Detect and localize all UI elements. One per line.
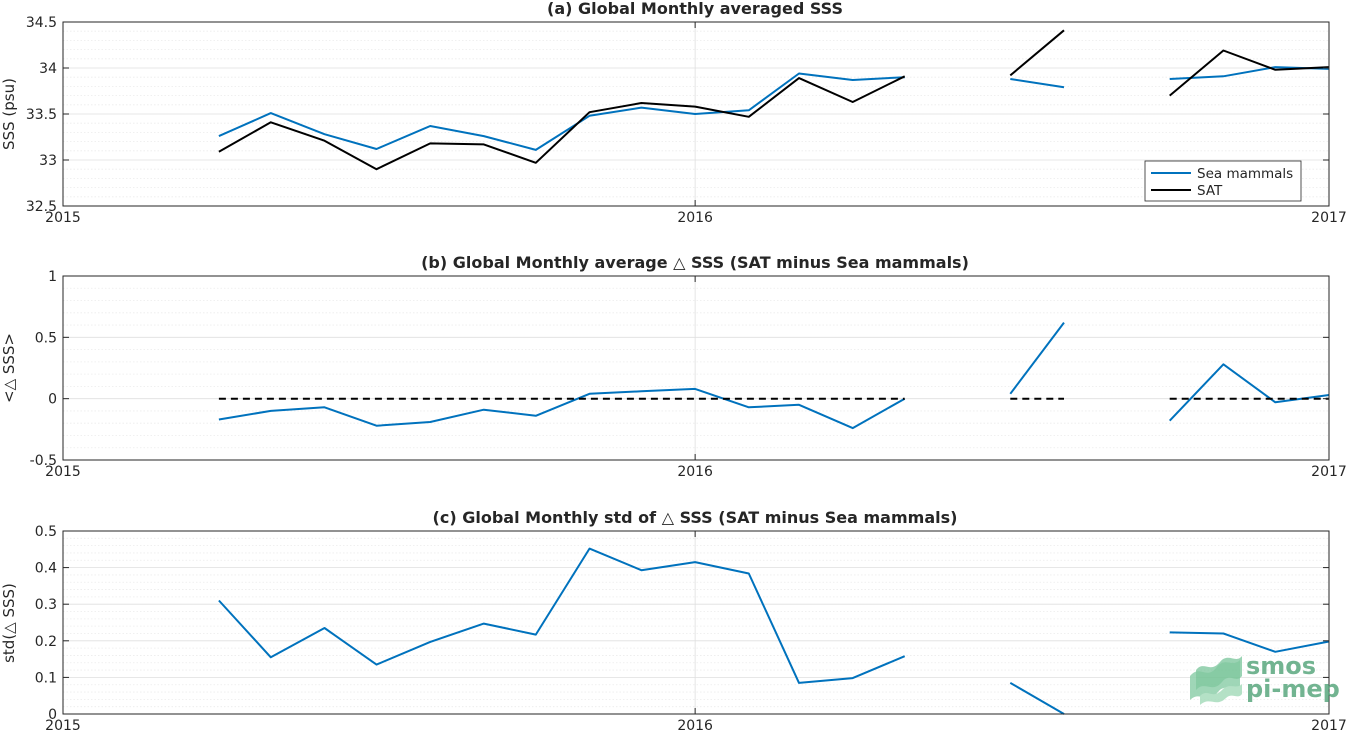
panel-a-title: (a) Global Monthly averaged SSS	[547, 0, 843, 18]
panel-a-ytick-label: 34.5	[26, 15, 57, 31]
legend-label-sea-mammals: Sea mammals	[1197, 166, 1293, 182]
panel-a-xtick-label: 2017	[1311, 210, 1347, 226]
panel-c-ylabel: std(△ SSS)	[0, 583, 18, 663]
panel-a-series-sea-mammals-line	[218, 72, 905, 151]
panel-c-title: (c) Global Monthly std of △ SSS (SAT min…	[433, 508, 958, 527]
panel-b-ytick-label: 0	[48, 392, 57, 408]
panel-c-ytick-label: 0.1	[35, 670, 57, 686]
logo-text-smos: smos	[1246, 652, 1316, 680]
panel-c: (c) Global Monthly std of △ SSS (SAT min…	[0, 508, 1347, 734]
panel-a-plot-area: 32.5 33 33.5 34 34.5 2015 2016 2017	[26, 15, 1347, 226]
panel-a-series-sat-line	[218, 75, 906, 171]
panel-a-ylabel: SSS (psu)	[0, 78, 18, 150]
panel-c-ytick-label: 0	[48, 707, 57, 723]
logo-text-pi-mep: pi-mep	[1246, 675, 1340, 703]
panel-a-ytick-label: 32.5	[26, 199, 57, 215]
panel-c-axes-box	[62, 530, 1330, 715]
panel-a: (a) Global Monthly averaged SSS SSS (psu…	[0, 0, 1347, 226]
panel-b: (b) Global Monthly average △ SSS (SAT mi…	[0, 253, 1347, 480]
panel-c-ytick-label: 0.4	[35, 561, 57, 577]
panel-c-ytick-label: 0.2	[35, 634, 57, 650]
panel-a-xtick-label: 2016	[677, 210, 713, 226]
smos-pi-mep-logo: smos pi-mep	[1190, 652, 1340, 705]
legend-label-sat: SAT	[1197, 183, 1223, 199]
panel-c-series-delta-sss-line	[218, 547, 906, 684]
panel-b-xtick-label: 2016	[677, 464, 713, 480]
panel-b-ytick-label: 1	[48, 269, 57, 285]
panel-b-series-delta-sss-line	[1009, 321, 1065, 395]
panel-c-plot-area: 0 0.1 0.2 0.3 0.4 0.5 2015 2016 2017	[35, 524, 1347, 734]
legend-box	[1144, 160, 1302, 202]
panel-c-xtick-label: 2016	[677, 718, 713, 734]
panel-b-axes-box	[62, 275, 1330, 461]
panel-c-xtick-label: 2015	[45, 718, 81, 734]
panel-b-series-delta-sss-line	[218, 387, 906, 430]
legend: Sea mammals SAT	[1144, 160, 1302, 202]
panel-b-series-delta-sss-line	[1168, 363, 1330, 422]
panel-a-series-sat-line	[1009, 29, 1065, 77]
panel-c-xtick-label: 2017	[1311, 718, 1347, 734]
panel-a-xtick-label: 2015	[45, 210, 81, 226]
panel-b-ylabel: <△ SSS>	[0, 333, 18, 403]
wave-logo-icon	[1190, 656, 1242, 705]
panel-a-ytick-label: 34	[39, 61, 57, 77]
panel-c-series-delta-sss-line	[1169, 631, 1330, 653]
panel-b-xtick-label: 2017	[1311, 464, 1347, 480]
panel-c-series-delta-sss-line	[1009, 682, 1065, 715]
panel-a-series-sea-mammals-line	[1010, 78, 1065, 89]
panel-b-xtick-label: 2015	[45, 464, 81, 480]
panel-b-title: (b) Global Monthly average △ SSS (SAT mi…	[421, 253, 969, 272]
panel-b-ytick-label: 0.5	[35, 330, 57, 346]
panel-b-plot-area: -0.5 0 0.5 1 2015 2016 2017	[30, 269, 1347, 480]
panel-c-ytick-label: 0.5	[35, 524, 57, 540]
panel-c-ytick-label: 0.3	[35, 597, 57, 613]
panel-a-ytick-label: 33.5	[26, 107, 57, 123]
panel-a-ytick-label: 33	[39, 153, 57, 169]
panel-a-series-sat-line	[1169, 49, 1330, 97]
panel-b-ytick-label: -0.5	[30, 453, 57, 469]
